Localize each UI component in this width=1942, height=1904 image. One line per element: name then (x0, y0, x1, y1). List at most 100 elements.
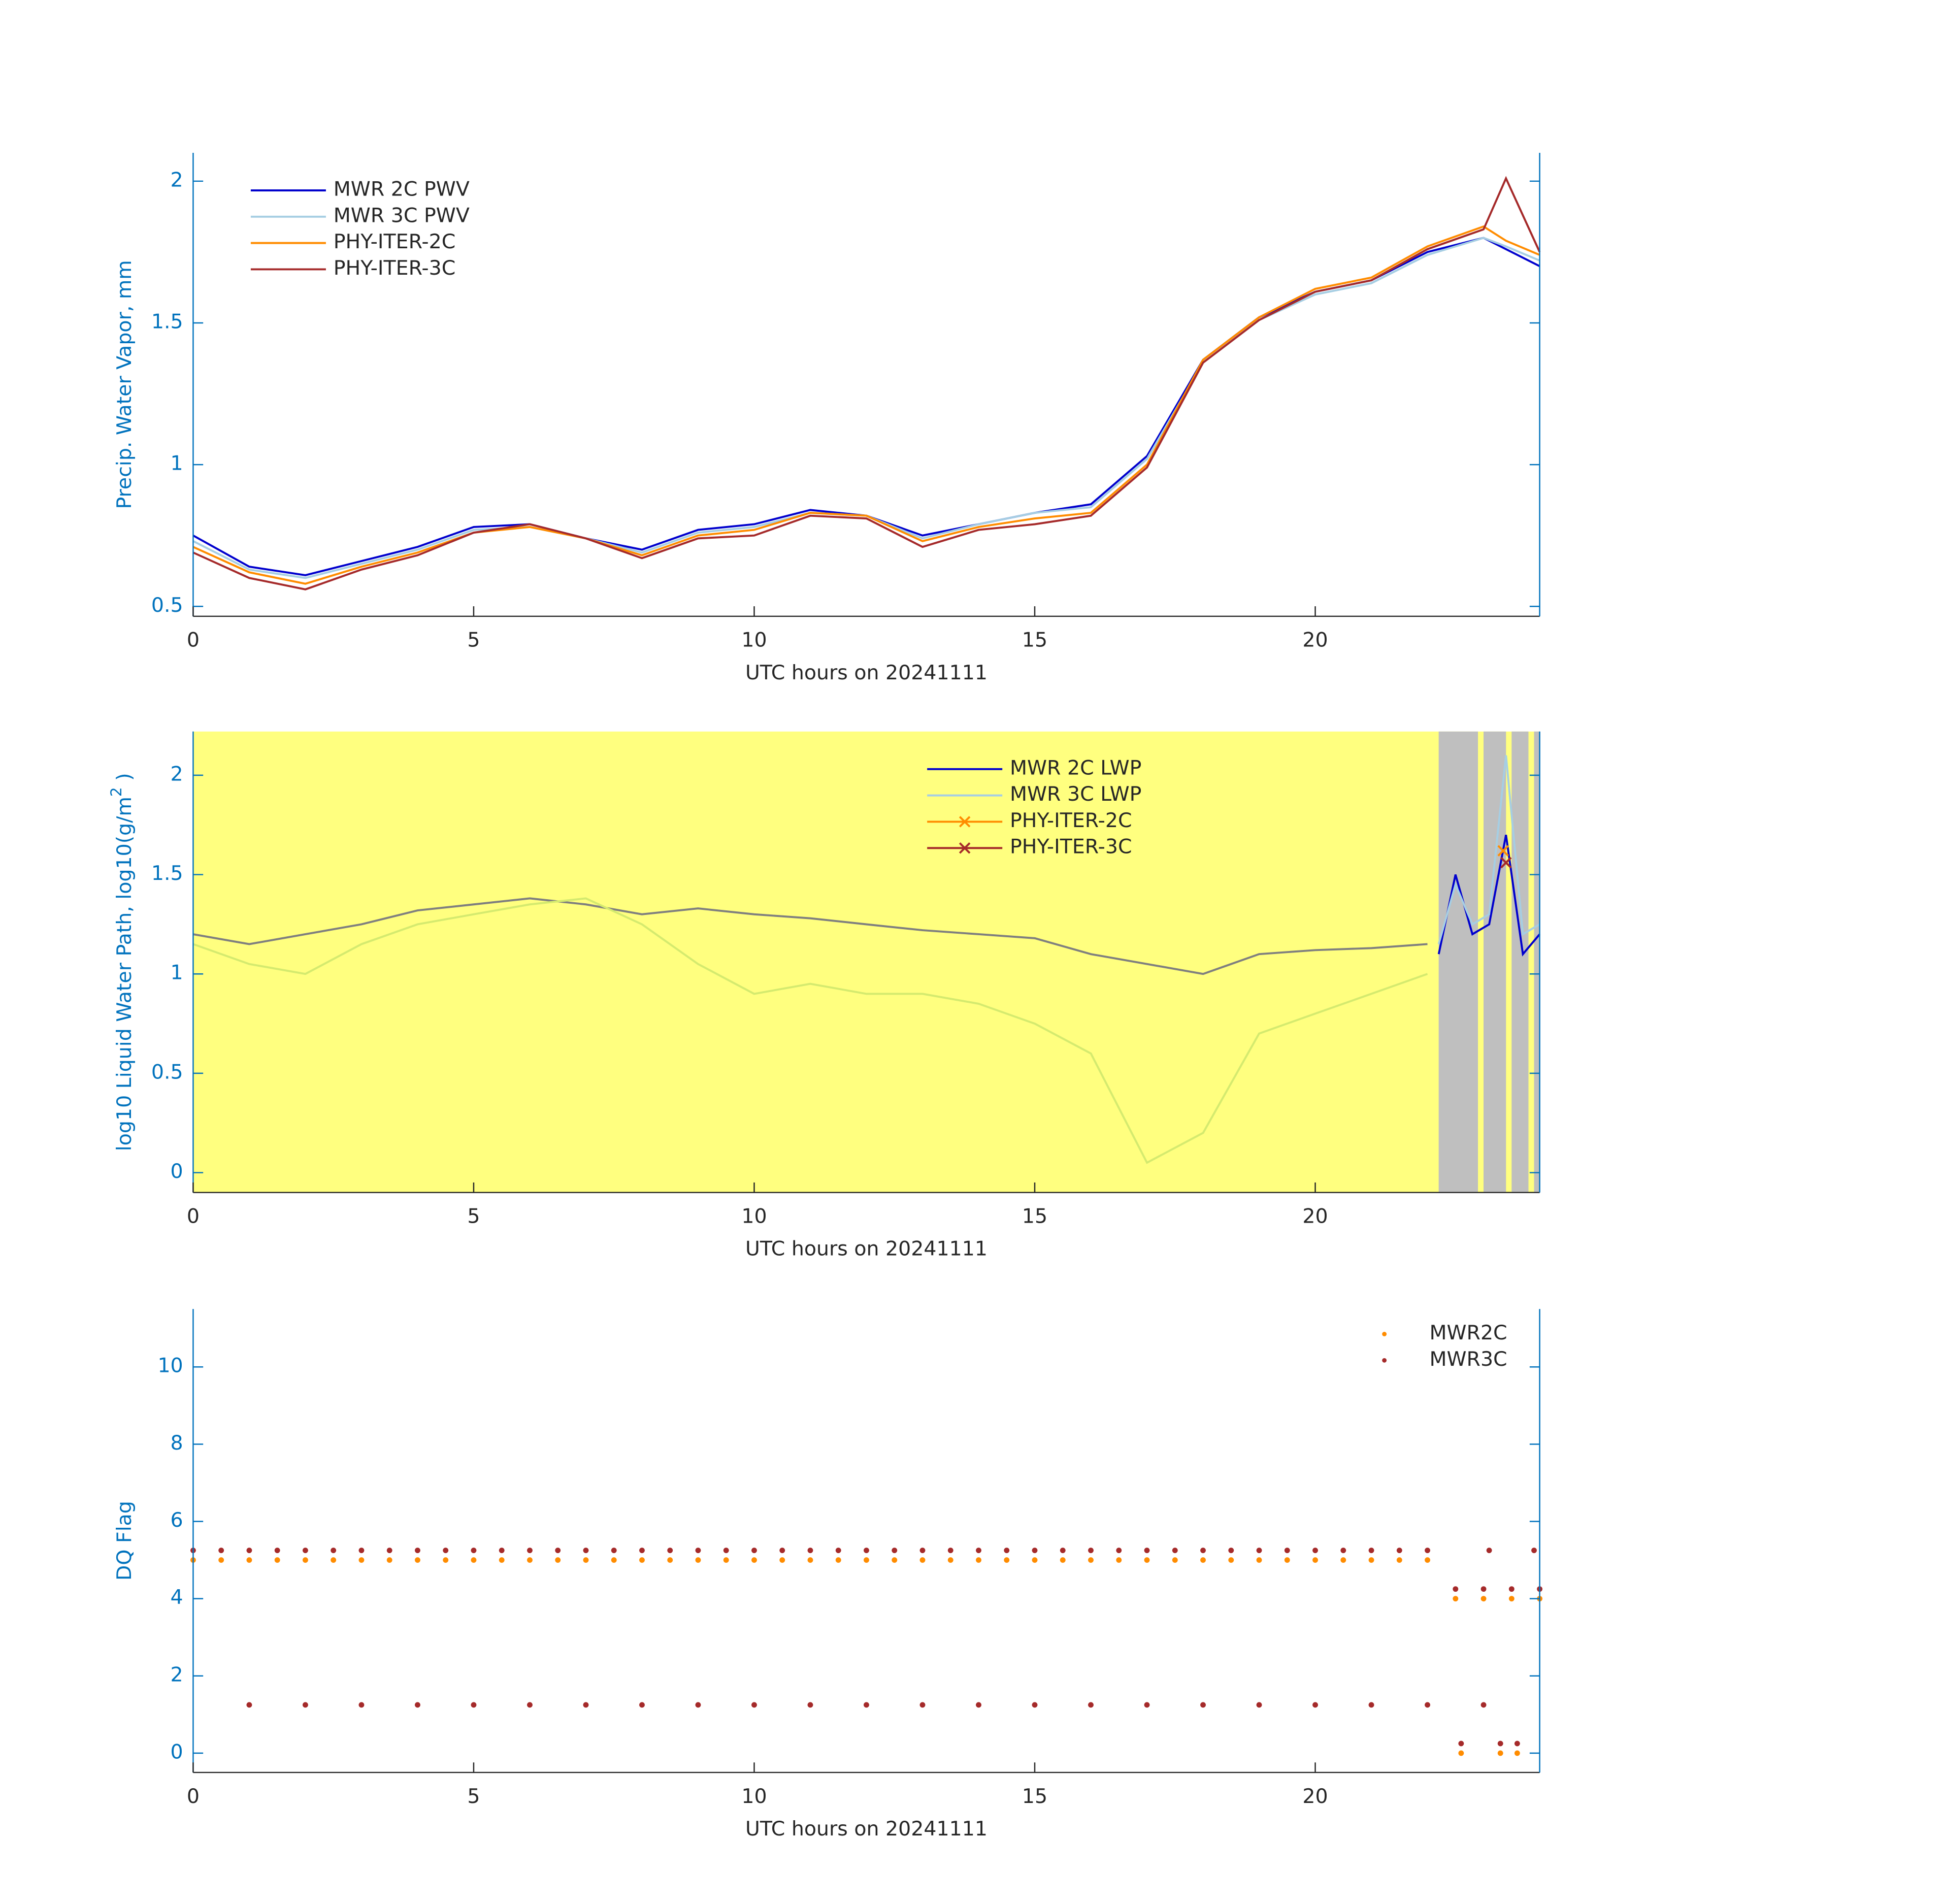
x-tick-label: 15 (1022, 629, 1047, 652)
point (415, 1557, 420, 1563)
point (1116, 1557, 1122, 1563)
point (1497, 1741, 1503, 1747)
point (246, 1557, 252, 1563)
y-tick-label: 2 (171, 762, 183, 785)
y-tick-label: 1.5 (151, 862, 183, 885)
point (1480, 1586, 1487, 1592)
legend-label: MWR2C (1429, 1321, 1507, 1344)
x-tick-label: 0 (187, 1785, 200, 1808)
x-tick-label: 5 (467, 1205, 480, 1228)
point (1368, 1557, 1374, 1563)
y-tick-label: 0 (171, 1740, 183, 1763)
point (1228, 1548, 1234, 1553)
x-tick-label: 20 (1302, 1785, 1328, 1808)
x-axis-label: UTC hours on 20241111 (745, 661, 988, 684)
point (1368, 1548, 1374, 1553)
point (1508, 1596, 1515, 1602)
point (723, 1557, 729, 1563)
point (892, 1548, 898, 1553)
point (331, 1557, 337, 1563)
point (1060, 1548, 1066, 1553)
point (723, 1548, 729, 1553)
point (358, 1702, 365, 1708)
point (1312, 1557, 1318, 1563)
point (919, 1548, 926, 1553)
y-axis-label-text: Precip. Water Vapor, mm (113, 260, 136, 509)
x-axis-label: UTC hours on 20241111 (745, 1237, 988, 1261)
flag-span (1534, 731, 1540, 1193)
point (1144, 1548, 1150, 1553)
point (947, 1548, 953, 1553)
y-tick-label: 0.5 (151, 1060, 183, 1084)
series-line (192, 237, 1540, 576)
point (274, 1557, 280, 1563)
series-line (192, 897, 1428, 1164)
flag-span (1484, 731, 1506, 1193)
point (471, 1548, 477, 1553)
point (246, 1548, 252, 1553)
point (976, 1702, 981, 1708)
legend-swatch (1382, 1332, 1387, 1336)
point (471, 1702, 477, 1708)
point (555, 1548, 561, 1553)
point (1425, 1557, 1430, 1563)
series-line (192, 176, 1541, 590)
legend-label: MWR3C (1429, 1348, 1507, 1371)
point (1486, 1548, 1492, 1553)
point (695, 1548, 701, 1553)
point (303, 1548, 308, 1553)
point (835, 1548, 841, 1553)
point (1004, 1557, 1010, 1563)
point (499, 1557, 505, 1563)
legend-marker (959, 842, 971, 854)
point (1172, 1557, 1178, 1563)
point (1144, 1702, 1150, 1708)
point (864, 1548, 869, 1553)
point (1458, 1741, 1464, 1747)
series-line (192, 237, 1540, 579)
point (443, 1548, 449, 1553)
series-line (192, 225, 1540, 585)
point (555, 1557, 561, 1563)
point (358, 1548, 365, 1553)
legend-label: PHY-ITER-3C (1010, 835, 1132, 859)
point (807, 1702, 813, 1708)
point (1088, 1557, 1094, 1563)
legend-label: MWR 3C PWV (334, 204, 470, 227)
point (1497, 1750, 1503, 1756)
point (331, 1548, 337, 1553)
point (1480, 1702, 1487, 1708)
legend-label: PHY-ITER-2C (1010, 809, 1132, 832)
y-tick-label: 2 (171, 168, 183, 191)
y-tick-label: 8 (171, 1431, 183, 1455)
y-axis-label: DQ Flag (113, 1501, 136, 1581)
point (667, 1548, 673, 1553)
point (246, 1702, 252, 1708)
point (303, 1702, 308, 1708)
y-axis-label: log10 Liquid Water Path, log10(g/m2 ) (107, 773, 136, 1151)
flag-span (1438, 731, 1478, 1193)
point (1200, 1557, 1206, 1563)
point (1032, 1557, 1038, 1563)
point (892, 1557, 898, 1563)
plot-background (193, 731, 1540, 1193)
y-tick-label: 1.5 (151, 310, 183, 333)
point (919, 1702, 926, 1708)
point (1200, 1548, 1206, 1553)
point (583, 1702, 589, 1708)
point (1312, 1702, 1318, 1708)
x-tick-label: 15 (1022, 1785, 1047, 1808)
x-tick-label: 5 (467, 1785, 480, 1808)
point (1312, 1548, 1318, 1553)
x-tick-label: 10 (741, 1785, 767, 1808)
series-line (193, 897, 1428, 975)
point (639, 1557, 645, 1563)
point (1200, 1702, 1206, 1708)
legend-label: MWR 2C LWP (1010, 756, 1141, 779)
y-tick-label: 6 (171, 1508, 183, 1532)
point (976, 1548, 981, 1553)
point (218, 1557, 224, 1563)
point (919, 1557, 926, 1563)
x-tick-label: 15 (1022, 1205, 1047, 1228)
